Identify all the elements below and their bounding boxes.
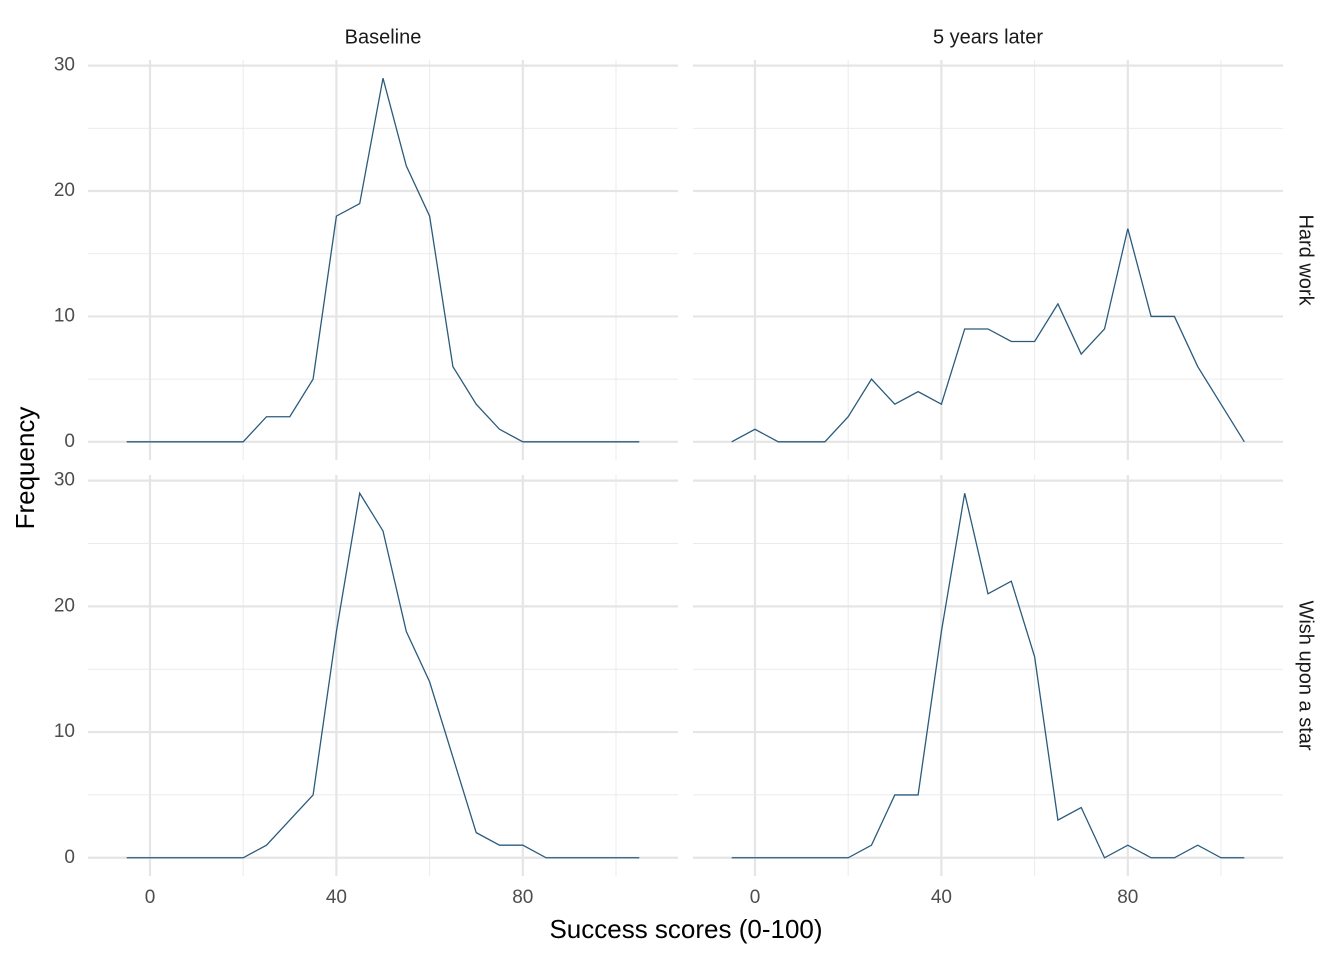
y-axis-title: Frequency xyxy=(10,407,40,530)
x-tick-label: 0 xyxy=(145,887,156,908)
frequency-line xyxy=(731,493,1245,859)
frequency-line xyxy=(126,78,640,443)
y-tick-label: 20 xyxy=(54,180,75,201)
y-tick-label: 10 xyxy=(54,305,75,326)
x-tick-label: 80 xyxy=(512,887,533,908)
facet-row-label: Wish upon a star xyxy=(1295,600,1317,750)
x-tick-label: 40 xyxy=(326,887,347,908)
facet-column-label: Baseline xyxy=(345,26,422,48)
y-tick-label: 0 xyxy=(64,847,75,868)
x-tick-label: 0 xyxy=(750,887,761,908)
frequency-line xyxy=(126,491,640,859)
x-axis-title: Success scores (0-100) xyxy=(549,914,822,944)
y-tick-label: 10 xyxy=(54,721,75,742)
y-tick-label: 30 xyxy=(54,470,75,491)
x-tick-label: 80 xyxy=(1117,887,1138,908)
y-tick-label: 0 xyxy=(64,431,75,452)
frequency-line xyxy=(731,228,1245,443)
facet-row-label: Hard work xyxy=(1295,214,1317,306)
x-tick-label: 40 xyxy=(931,887,952,908)
y-tick-label: 20 xyxy=(54,595,75,616)
y-tick-label: 30 xyxy=(54,55,75,76)
facet-column-label: 5 years later xyxy=(933,26,1043,48)
